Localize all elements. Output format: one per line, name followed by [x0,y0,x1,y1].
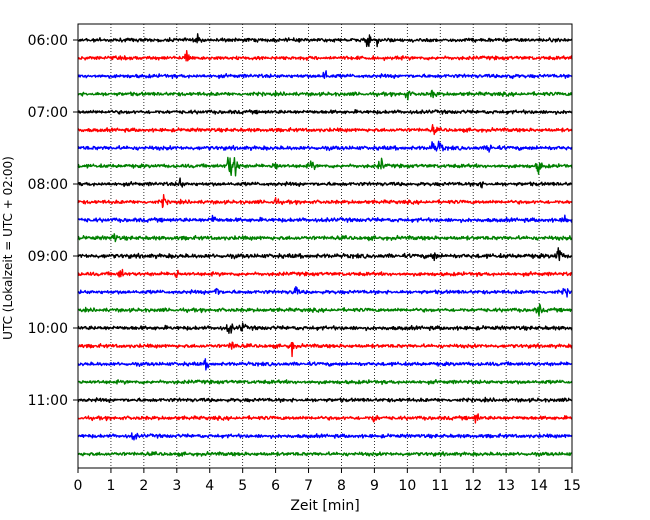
x-tick-label-2: 2 [139,478,148,494]
y-axis: 06:00 07:00 08:00 09:00 10:00 11:00 [28,33,78,409]
x-tick-label-9: 9 [370,478,379,494]
trace-1030 [77,358,573,371]
grid-lines [110,24,540,468]
x-tick-label-7: 7 [304,478,313,494]
x-axis-label: Zeit [min] [290,498,359,514]
traces [77,33,573,457]
trace-1015 [77,341,573,358]
trace-0800 [77,177,573,189]
y-tick-label-1: 07:00 [28,105,68,121]
trace-1130 [77,432,573,441]
x-tick-label-6: 6 [271,478,280,494]
y-axis-label: UTC (Lokalzeit = UTC + 02:00) [1,156,15,340]
x-tick-label-15: 15 [563,478,581,494]
trace-0915 [77,268,573,279]
x-tick-label-11: 11 [431,478,449,494]
x-tick-label-1: 1 [106,478,115,494]
y-tick-label-0: 06:00 [28,33,68,49]
y-tick-label-5: 11:00 [28,393,68,409]
trace-0615 [77,50,573,62]
trace-1000 [77,322,573,335]
x-tick-label-8: 8 [337,478,346,494]
trace-0945 [77,303,573,317]
y-tick-label-2: 08:00 [28,177,68,193]
trace-1115 [77,413,573,424]
x-tick-label-4: 4 [205,478,214,494]
trace-0830 [77,214,573,224]
x-tick-label-3: 3 [172,478,181,494]
x-tick-label-5: 5 [238,478,247,494]
trace-0930 [77,286,573,298]
trace-0715 [77,123,573,136]
x-axis: 0 1 2 3 4 5 6 7 8 9 10 11 12 13 14 15 [74,468,581,494]
trace-0600 [77,33,573,48]
trace-0745 [77,156,573,177]
x-tick-label-14: 14 [530,478,548,494]
trace-0700 [77,108,573,115]
y-tick-label-3: 09:00 [28,249,68,265]
x-tick-label-0: 0 [74,478,83,494]
y-tick-label-4: 10:00 [28,321,68,337]
trace-1045 [77,379,573,386]
trace-0730 [77,140,573,153]
trace-1145 [77,451,573,457]
trace-0630 [77,70,573,80]
x-tick-label-10: 10 [398,478,416,494]
trace-0645 [77,89,573,101]
x-tick-label-13: 13 [497,478,515,494]
trace-0845 [77,233,573,243]
trace-1100 [77,396,573,403]
x-tick-label-12: 12 [464,478,482,494]
plot-frame [77,23,573,469]
trace-0815 [77,194,573,209]
trace-0900 [77,247,573,262]
